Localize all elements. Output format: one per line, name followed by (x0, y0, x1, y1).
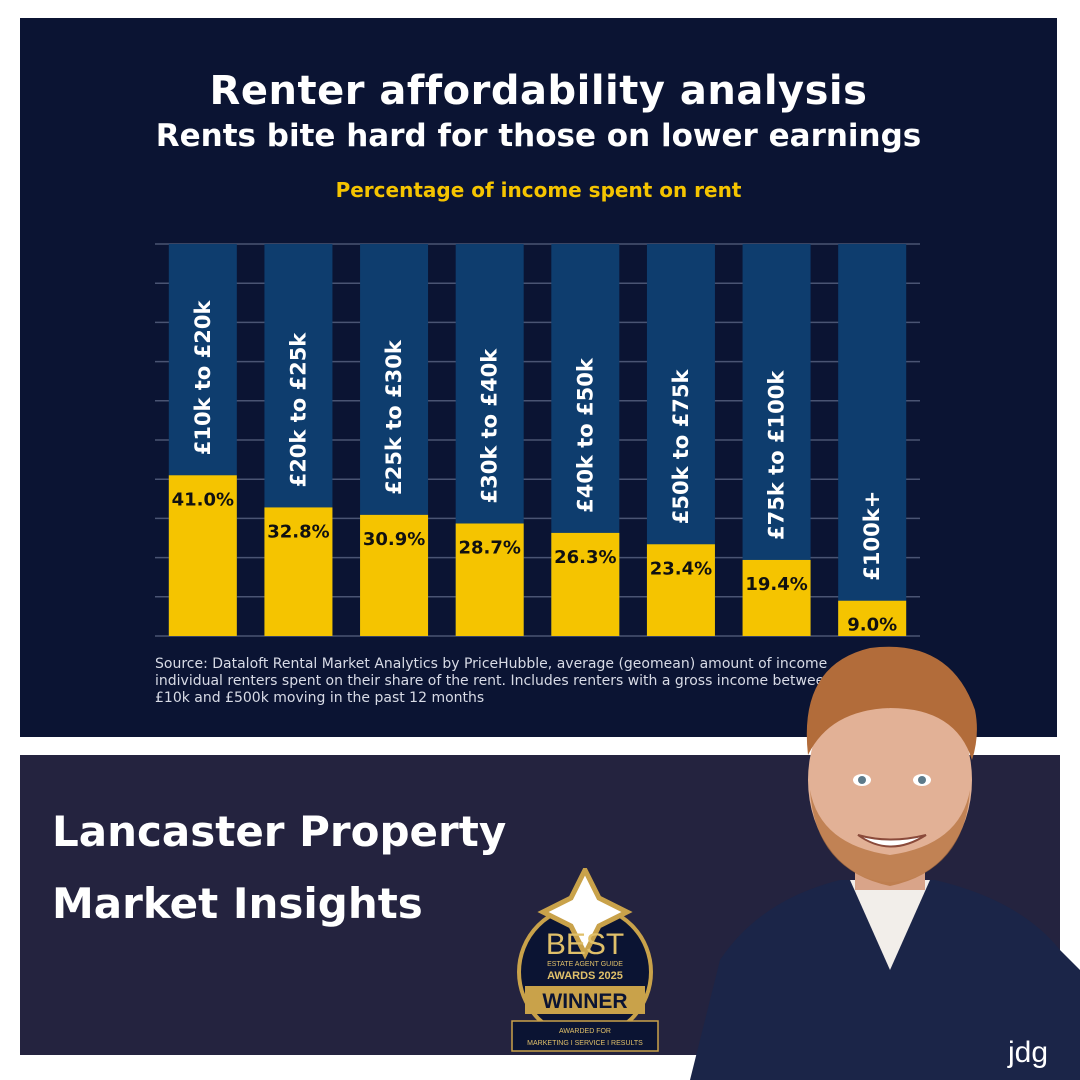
category-label: £30k to £40k (478, 348, 502, 504)
bar-track (838, 244, 907, 636)
bar (264, 507, 333, 636)
bar-value-label: 28.7% (458, 537, 520, 558)
category-label: £20k to £25k (286, 332, 310, 488)
chart-panel: Renter affordability analysis Rents bite… (20, 18, 1057, 737)
chart-title: Renter affordability analysis (209, 68, 868, 114)
bar (742, 559, 811, 636)
bar-value-label: 23.4% (650, 558, 712, 579)
badge-winner: WINNER (542, 990, 627, 1013)
category-label: £50k to £75k (669, 369, 693, 525)
badge-criteria: MARKETING I SERVICE I RESULTS (527, 1040, 643, 1047)
badge-awarded-for: AWARDED FOR (559, 1028, 611, 1035)
agent-pupil-right (918, 776, 926, 784)
category-label: £10k to £20k (191, 300, 215, 456)
badge-year: AWARDS 2025 (547, 970, 623, 982)
agent-hair (806, 646, 977, 760)
bar-value-label: 32.8% (267, 521, 329, 542)
category-label: £100k+ (860, 491, 884, 581)
category-label: £25k to £30k (382, 339, 406, 495)
bar-value-label: 19.4% (745, 574, 807, 595)
chart-subtitle: Rents bite hard for those on lower earni… (155, 118, 922, 154)
bar-value-label: 30.9% (363, 529, 425, 550)
category-label: £75k to £100k (765, 370, 789, 540)
category-label: £40k to £50k (573, 357, 597, 513)
agent-smile (857, 834, 927, 848)
bar (455, 523, 524, 636)
agent-pupil-left (858, 776, 866, 784)
bar-chart: 41.0% £10k to £20k 32.8% £20k to £25k 30.9% £… (155, 243, 920, 637)
brand-title-line-2: Market Insights (52, 879, 423, 928)
bar (360, 514, 429, 636)
agent-jacket (690, 880, 1080, 1080)
agent-photo: jdg (690, 646, 1080, 1080)
chart-heading: Percentage of income spent on rent (335, 178, 742, 202)
brand-title-line-1: Lancaster Property (52, 807, 507, 856)
agent-face (808, 678, 972, 882)
bar-value-label: 26.3% (554, 547, 616, 568)
badge-plaque (511, 1020, 659, 1052)
bar (838, 600, 907, 636)
award-badge: BEST ESTATE AGENT GUIDE AWARDS 2025 WINN… (511, 868, 659, 1052)
agent-shirt (850, 880, 930, 970)
bar (551, 532, 620, 636)
badge-guide: ESTATE AGENT GUIDE (547, 961, 623, 968)
star-icon (537, 868, 633, 960)
bar (168, 475, 237, 636)
bar (646, 544, 715, 636)
jdg-logo: jdg (1007, 1036, 1048, 1069)
agent-beard (810, 790, 970, 886)
bar-value-label: 9.0% (847, 615, 897, 636)
badge-winner-ribbon (525, 986, 645, 1014)
source-note: Source: Dataloft Rental Market Analytics… (155, 656, 834, 706)
badge-best: BEST (546, 928, 624, 961)
bar-value-label: 41.0% (172, 489, 234, 510)
